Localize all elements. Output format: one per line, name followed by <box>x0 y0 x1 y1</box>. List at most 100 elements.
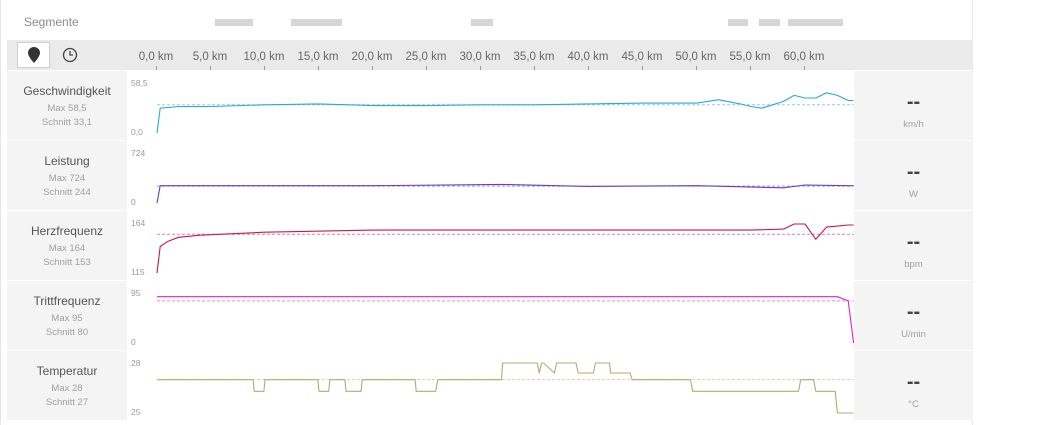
distance-tick-mark <box>210 66 211 70</box>
speed-max: Max 58,5 <box>47 103 87 114</box>
distance-tick-mark <box>804 66 805 70</box>
segment-bar[interactable] <box>215 19 254 26</box>
segments-row: Segmente <box>1 0 974 40</box>
distance-tick-label: 40,0 km <box>567 51 609 63</box>
distance-tick-mark <box>318 66 319 70</box>
temperature-name: Temperatur <box>36 364 98 378</box>
cadence-ymax: 95 <box>131 288 141 298</box>
distance-tick-label: 35,0 km <box>513 51 555 63</box>
speed-avg: Schnitt 33,1 <box>41 117 93 128</box>
heart-rate-avg: Schnitt 153 <box>43 257 91 268</box>
temperature-series-line <box>157 362 854 414</box>
power-chart <box>156 183 854 204</box>
speed-name: Geschwindigkeit <box>23 84 111 98</box>
heart-rate-unit: bpm <box>904 259 923 270</box>
speed-track: Geschwindigkeit Max 58,5 Schnitt 33,1 58… <box>7 71 973 140</box>
distance-axis-bar: 0,0 km 5,0 km 10,0 km 15,0 km 20,0 km 25,0 km… <box>7 40 973 70</box>
distance-tick-label: 60,0 km <box>783 51 825 63</box>
temperature-plot[interactable]: 28 25 <box>127 351 854 420</box>
cadence-ymin: 0 <box>131 337 136 347</box>
heart-rate-plot[interactable]: 164 115 <box>127 211 854 280</box>
distance-tick-mark <box>534 66 535 70</box>
temperature-track: Temperatur Max 28 Schnitt 27 28 25 -- °C <box>7 351 973 420</box>
distance-tick-label: 50,0 km <box>675 51 717 63</box>
temperature-ymax: 28 <box>131 358 141 368</box>
distance-tick-label: 30,0 km <box>459 51 501 63</box>
cadence-max: Max 95 <box>51 313 83 324</box>
speed-info: Geschwindigkeit Max 58,5 Schnitt 33,1 <box>7 71 127 140</box>
power-series-line <box>156 183 854 204</box>
clock-icon <box>62 47 77 63</box>
heart-rate-info: Herzfrequenz Max 164 Schnitt 153 <box>7 211 127 280</box>
cadence-plot[interactable]: 95 0 <box>127 281 854 350</box>
power-unit: W <box>909 189 918 200</box>
distance-tick-mark <box>264 66 265 70</box>
distance-tick-label: 45,0 km <box>621 51 663 63</box>
distance-tick-mark <box>156 66 157 70</box>
distance-tick-label: 0,0 km <box>138 51 174 63</box>
distance-tick-mark <box>480 66 481 70</box>
speed-ymax: 58,5 <box>131 78 148 88</box>
map-view-button[interactable] <box>17 42 50 68</box>
cadence-info: Trittfrequenz Max 95 Schnitt 80 <box>7 281 127 350</box>
distance-tick-label: 15,0 km <box>297 51 339 63</box>
heart-rate-name: Herzfrequenz <box>30 224 104 238</box>
time-view-button[interactable] <box>53 42 86 68</box>
temperature-info: Temperatur Max 28 Schnitt 27 <box>7 351 127 420</box>
segment-bar[interactable] <box>728 19 748 26</box>
power-avg: Schnitt 244 <box>43 187 91 198</box>
segment-bar[interactable] <box>291 19 342 26</box>
speed-ymin: 0,0 <box>131 127 143 137</box>
power-current-value: -- <box>906 161 921 183</box>
segments-label: Segmente <box>24 15 79 29</box>
heart-rate-ymax: 164 <box>131 218 146 228</box>
segment-bar[interactable] <box>471 19 493 26</box>
distance-tick-mark <box>750 66 751 70</box>
cadence-series-line <box>157 296 854 344</box>
distance-tick-mark <box>642 66 643 70</box>
speed-plot[interactable]: 58,5 0,0 <box>127 71 854 140</box>
cadence-avg: Schnitt 80 <box>45 327 89 338</box>
cadence-value-panel: -- U/min <box>854 281 973 350</box>
speed-series-line <box>156 92 854 134</box>
power-info: Leistung Max 724 Schnitt 244 <box>7 141 127 210</box>
distance-tick-label: 20,0 km <box>351 51 393 63</box>
distance-tick-mark <box>588 66 589 70</box>
distance-tick-label: 25,0 km <box>405 51 447 63</box>
heart-rate-value-panel: -- bpm <box>854 211 973 280</box>
distance-tick-label: 55,0 km <box>729 51 771 63</box>
map-pin-icon <box>27 47 40 63</box>
temperature-unit: °C <box>908 399 919 410</box>
power-track: Leistung Max 724 Schnitt 244 724 0 -- W <box>7 141 973 210</box>
power-value-panel: -- W <box>854 141 973 210</box>
distance-tick-mark <box>372 66 373 70</box>
temperature-value-panel: -- °C <box>854 351 973 420</box>
cadence-track: Trittfrequenz Max 95 Schnitt 80 95 0 -- … <box>7 281 973 350</box>
cadence-chart <box>157 296 854 344</box>
activity-analysis-panel: Segmente 0,0 km 5,0 km 10,0 km 15,0 km 20,0 … <box>0 0 973 425</box>
segment-bar[interactable] <box>787 19 843 26</box>
temperature-ymin: 25 <box>131 407 141 417</box>
distance-tick-label: 10,0 km <box>243 51 285 63</box>
distance-tick-mark <box>426 66 427 70</box>
power-plot[interactable]: 724 0 <box>127 141 854 210</box>
cadence-name: Trittfrequenz <box>33 294 101 308</box>
segment-bar[interactable] <box>758 19 781 26</box>
speed-value-panel: -- km/h <box>854 71 973 140</box>
heart-rate-ymin: 115 <box>131 267 145 277</box>
heart_rate-series-line <box>156 223 854 274</box>
distance-tick-label: 5,0 km <box>192 51 228 63</box>
speed-unit: km/h <box>903 119 924 130</box>
heart-rate-current-value: -- <box>906 231 921 253</box>
distance-tick-mark <box>696 66 697 70</box>
cadence-unit: U/min <box>901 329 926 340</box>
power-ymax: 724 <box>131 148 146 158</box>
power-name: Leistung <box>44 154 90 168</box>
temperature-current-value: -- <box>906 371 921 393</box>
heart-rate-max: Max 164 <box>48 243 86 254</box>
cadence-current-value: -- <box>906 301 921 323</box>
power-max: Max 724 <box>48 173 86 184</box>
heart-rate-track: Herzfrequenz Max 164 Schnitt 153 164 115… <box>7 211 973 280</box>
power-ymin: 0 <box>131 197 136 207</box>
temperature-chart <box>157 362 854 414</box>
